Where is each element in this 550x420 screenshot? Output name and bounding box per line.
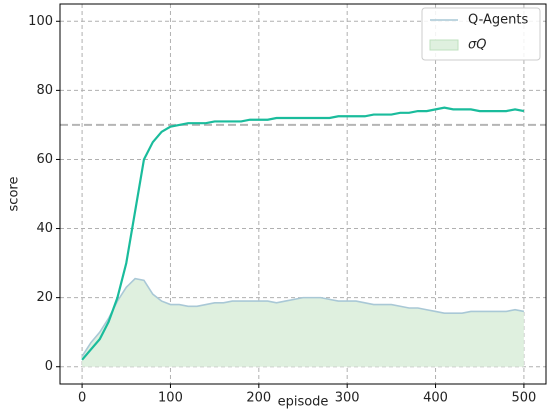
y-tick-label: 0 xyxy=(45,359,53,374)
x-tick-label: 100 xyxy=(158,391,183,406)
line xyxy=(81,277,525,357)
legend-label: Q-Agents xyxy=(468,13,528,28)
x-axis-label: episode xyxy=(278,395,329,410)
plot-frame xyxy=(59,3,547,385)
legend-patch xyxy=(429,39,459,51)
y-tick-label: 20 xyxy=(36,290,53,305)
x-tick-label: 300 xyxy=(335,391,360,406)
y-tick-label: 80 xyxy=(36,83,53,98)
x-tick-label: 200 xyxy=(246,391,271,406)
x-tick-label: 400 xyxy=(423,391,448,406)
y-axis-label: score xyxy=(7,177,22,212)
x-tick-label: 0 xyxy=(78,391,86,406)
y-tick-label: 100 xyxy=(28,14,53,29)
line xyxy=(81,106,525,361)
legend-label: σQ xyxy=(468,38,486,53)
area xyxy=(82,278,524,367)
y-tick-label: 60 xyxy=(36,152,53,167)
x-tick-label: 500 xyxy=(511,391,536,406)
y-tick-label: 40 xyxy=(36,221,53,236)
